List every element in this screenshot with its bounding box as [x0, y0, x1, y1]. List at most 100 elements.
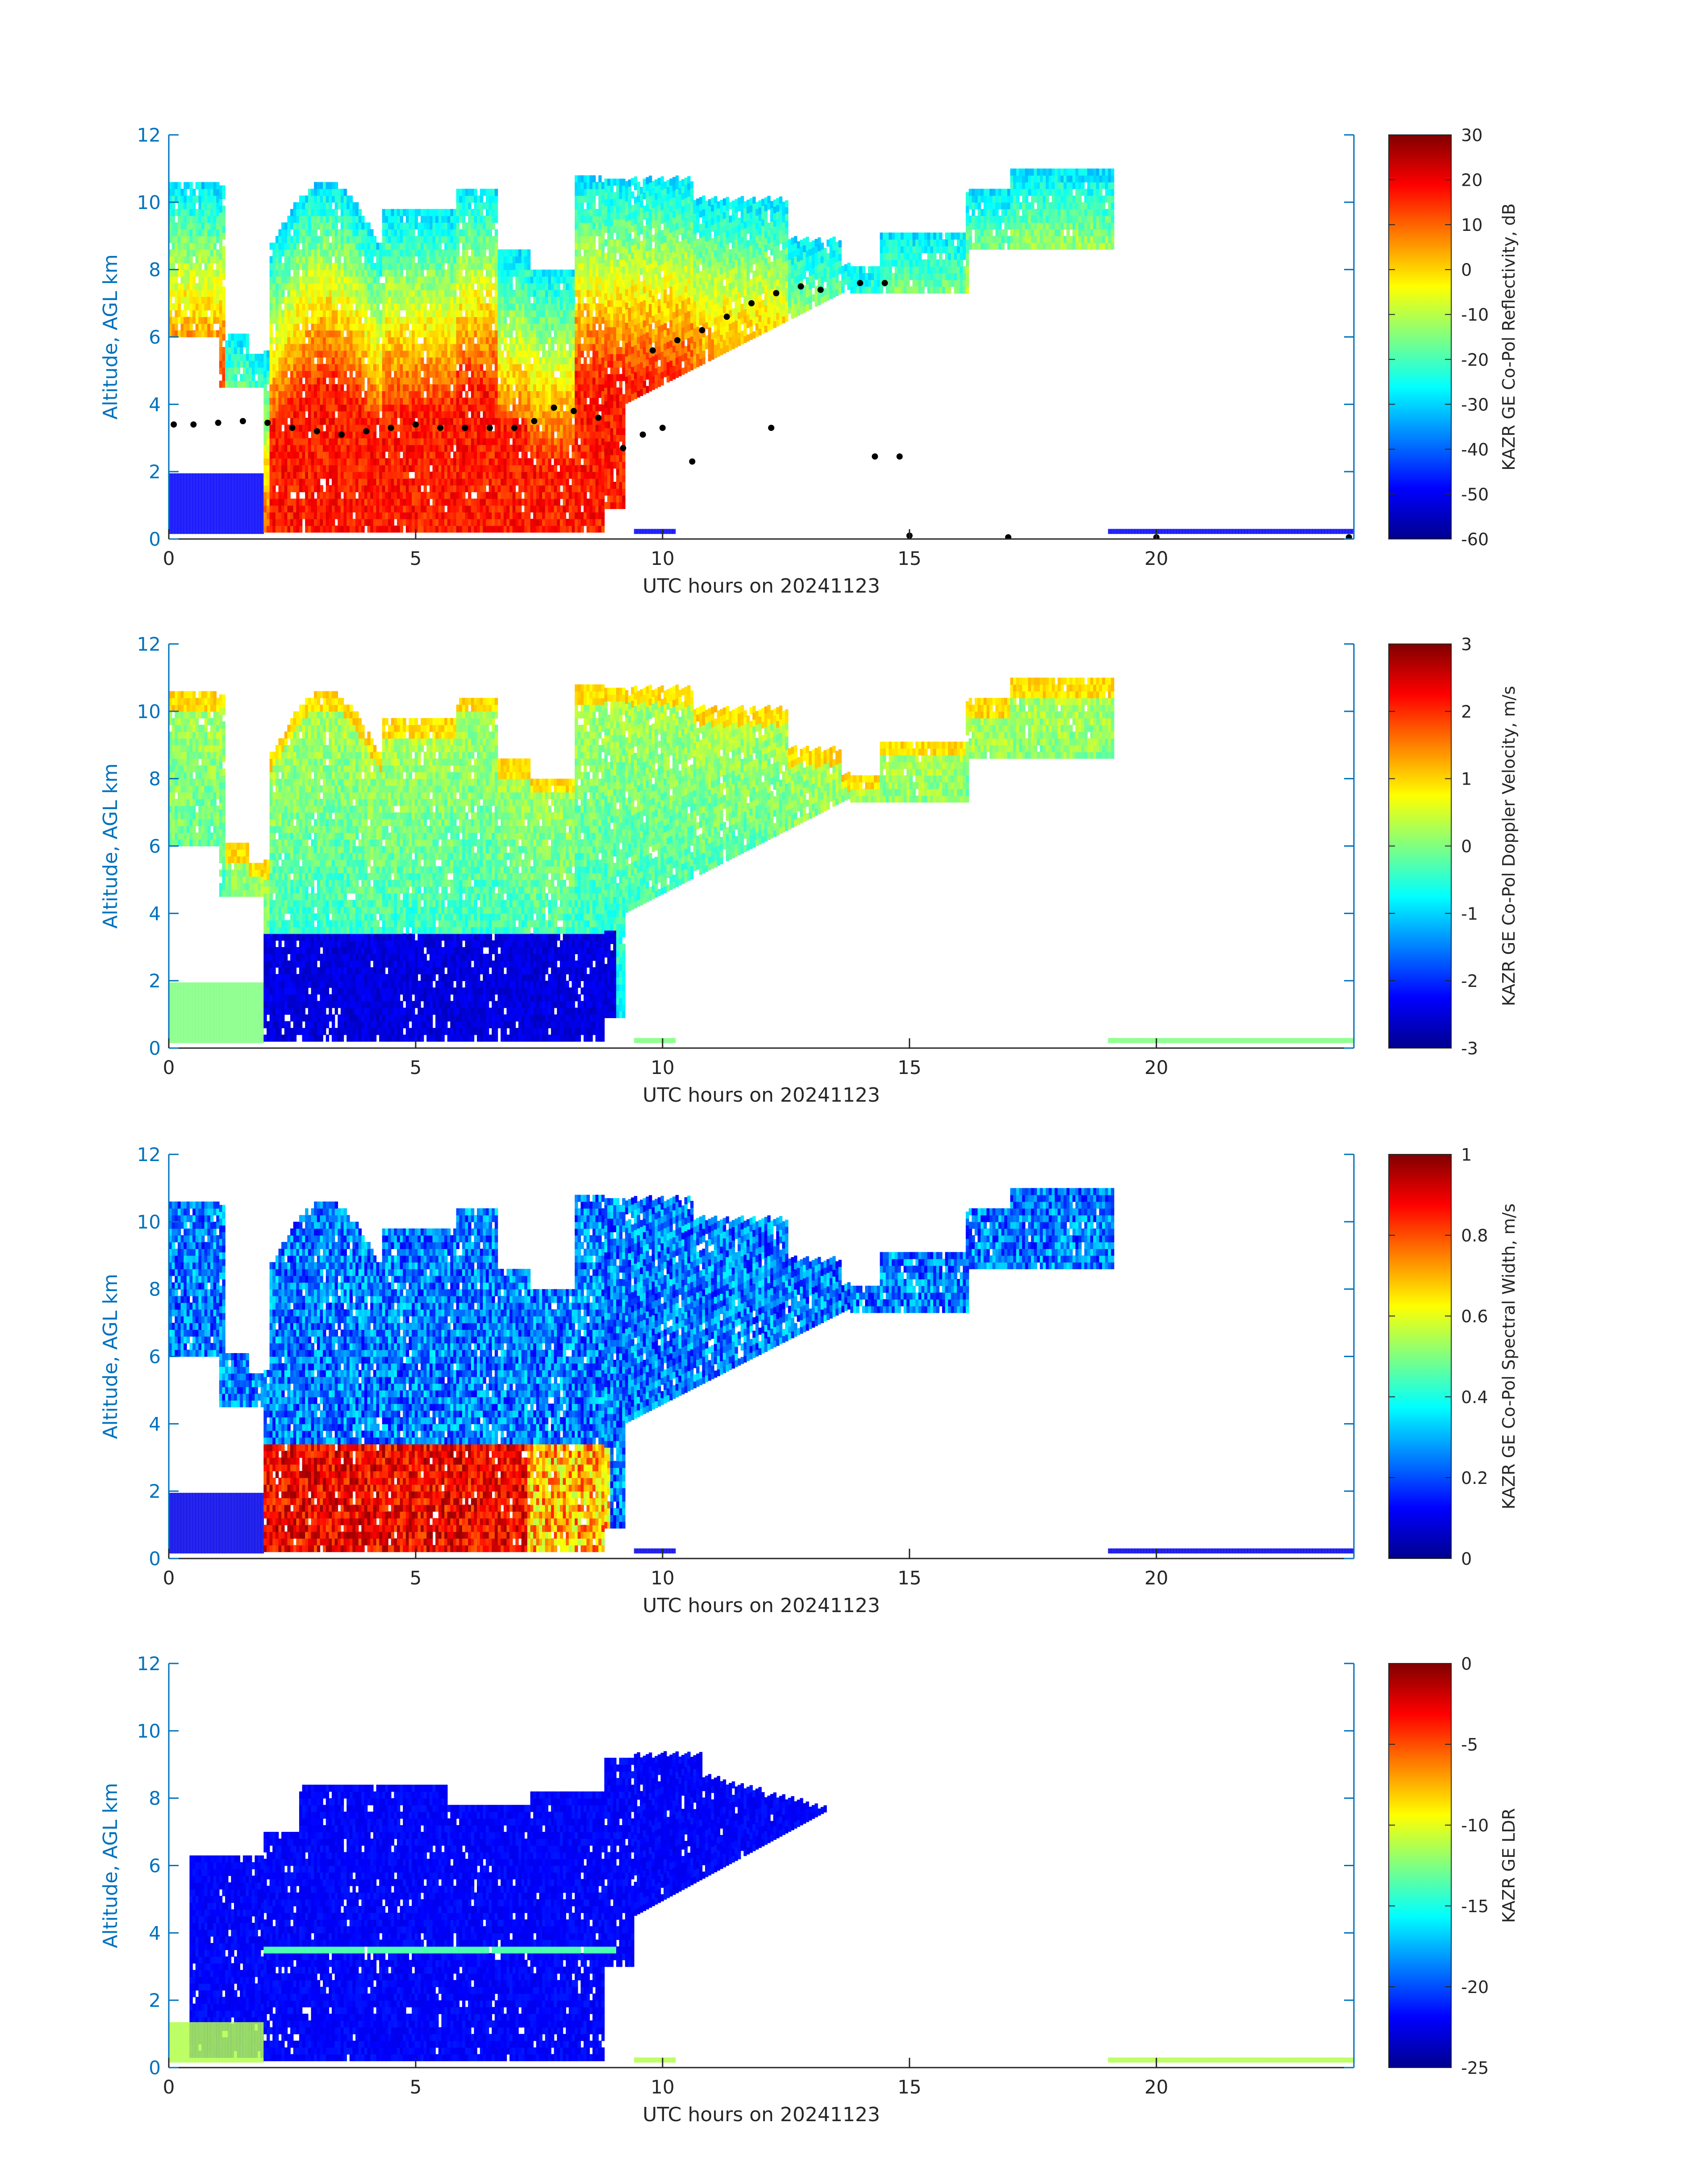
overlay-point — [531, 418, 538, 424]
x-tick-label: 5 — [410, 547, 422, 569]
x-axis-label: UTC hours on 20241123 — [643, 575, 880, 598]
x-tick-label: 0 — [163, 1567, 175, 1589]
y-tick-label: 6 — [149, 836, 161, 857]
overlay-point — [872, 453, 878, 460]
y-tick-label: 2 — [149, 1989, 161, 2011]
echo-field — [169, 1751, 1354, 2063]
y-axis-label: Altitude, AGL km — [99, 1274, 122, 1439]
colorbar-tick-label: 30 — [1461, 125, 1482, 145]
echo-field — [169, 1188, 1354, 1554]
y-tick-label: 4 — [149, 1413, 161, 1435]
overlay-point — [239, 418, 246, 424]
colorbar-tick-label: 0 — [1461, 260, 1472, 280]
overlay-point — [363, 428, 370, 435]
x-tick-label: 5 — [410, 2076, 422, 2098]
overlay-point — [689, 458, 696, 465]
y-tick-label: 2 — [149, 461, 161, 483]
overlay-point — [289, 425, 296, 431]
overlay-point — [264, 419, 271, 426]
colorbar-tick-label: -10 — [1461, 305, 1489, 325]
colorbar-tick-label: -20 — [1461, 1977, 1489, 1997]
x-tick-label: 0 — [163, 2076, 175, 2098]
colorbar-tick-label: -3 — [1461, 1039, 1478, 1058]
overlay-point — [338, 431, 345, 438]
overlay-point — [551, 404, 557, 411]
x-tick-label: 10 — [651, 1567, 674, 1589]
y-tick-label: 12 — [137, 1144, 161, 1166]
x-tick-label: 10 — [651, 547, 674, 569]
overlay-point — [313, 428, 320, 435]
y-tick-label: 10 — [137, 192, 161, 213]
overlay-points — [171, 280, 1352, 539]
colorbar-tick-label: 0.8 — [1461, 1226, 1488, 1245]
y-tick-label: 12 — [137, 124, 161, 146]
echo-field — [169, 677, 1354, 1043]
colorbar-tick-label: -10 — [1461, 1816, 1489, 1835]
y-tick-label: 0 — [149, 1548, 161, 1570]
y-tick-label: 6 — [149, 1855, 161, 1877]
colorbar-tick-label: 3 — [1461, 635, 1472, 654]
overlay-point — [190, 421, 197, 428]
overlay-point — [511, 425, 518, 431]
x-tick-label: 5 — [410, 1057, 422, 1078]
colorbar-tick-label: 0 — [1461, 1549, 1472, 1569]
overlay-point — [1345, 534, 1352, 539]
overlay-point — [699, 327, 706, 334]
colorbar — [1388, 1154, 1452, 1559]
colorbar-tick-label: 0.4 — [1461, 1387, 1488, 1407]
overlay-point — [659, 425, 666, 431]
x-tick-label: 10 — [651, 2076, 674, 2098]
x-tick-label: 10 — [651, 1057, 674, 1078]
y-axis-label: Altitude, AGL km — [99, 254, 122, 419]
colorbar-tick-label: 20 — [1461, 171, 1482, 190]
y-tick-label: 4 — [149, 1922, 161, 1944]
x-tick-label: 0 — [163, 1057, 175, 1078]
colorbar-tick-label: -30 — [1461, 395, 1489, 414]
overlay-point — [649, 347, 656, 354]
colorbar-tick-label: 0.6 — [1461, 1307, 1488, 1326]
overlay-point — [881, 280, 888, 286]
y-tick-label: 0 — [149, 528, 161, 550]
colorbar — [1388, 1663, 1452, 2068]
y-tick-label: 0 — [149, 1037, 161, 1059]
y-tick-label: 0 — [149, 2057, 161, 2079]
colorbar-tick-label: -25 — [1461, 2058, 1489, 2078]
overlay-point — [1005, 534, 1011, 539]
overlay-point — [768, 425, 775, 431]
y-axis-label: Altitude, AGL km — [99, 763, 122, 928]
colorbar-label: KAZR GE Co-Pol Spectral Width, m/s — [1499, 1203, 1519, 1509]
overlay-point — [412, 421, 419, 428]
x-tick-label: 15 — [898, 1567, 921, 1589]
overlay-point — [570, 408, 577, 414]
colorbar-tick-label: -50 — [1461, 485, 1489, 504]
overlay-point — [388, 425, 394, 431]
colorbar-tick-label: 1 — [1461, 769, 1472, 789]
colorbar-tick-label: 0.2 — [1461, 1468, 1488, 1488]
overlay-point — [620, 445, 626, 451]
colorbar — [1388, 643, 1452, 1049]
x-tick-label: 15 — [898, 1057, 921, 1078]
y-tick-label: 2 — [149, 1480, 161, 1502]
echo-field — [169, 168, 1354, 534]
overlay-point — [171, 421, 177, 428]
overlay-point — [857, 280, 864, 286]
x-tick-label: 0 — [163, 547, 175, 569]
y-tick-label: 12 — [137, 633, 161, 655]
y-tick-label: 8 — [149, 1788, 161, 1809]
x-axis-label: UTC hours on 20241123 — [643, 1594, 880, 1617]
colorbar-tick-label: -1 — [1461, 904, 1478, 923]
overlay-point — [723, 313, 730, 320]
y-tick-label: 8 — [149, 768, 161, 790]
overlay-point — [595, 414, 602, 421]
colorbar-label: KAZR GE Co-Pol Reflectivity, dB — [1499, 203, 1519, 470]
colorbar-tick-label: -5 — [1461, 1735, 1478, 1755]
x-axis-label: UTC hours on 20241123 — [643, 1084, 880, 1107]
y-tick-label: 10 — [137, 1211, 161, 1233]
y-tick-label: 8 — [149, 1279, 161, 1300]
colorbar-tick-label: -2 — [1461, 971, 1478, 991]
y-tick-label: 8 — [149, 259, 161, 281]
y-tick-label: 4 — [149, 903, 161, 924]
panel-ldr: 0 2 4 6 8 10 12 0 5 10 15 20 UTC hours on 20241123 Al… — [99, 1653, 1519, 2126]
